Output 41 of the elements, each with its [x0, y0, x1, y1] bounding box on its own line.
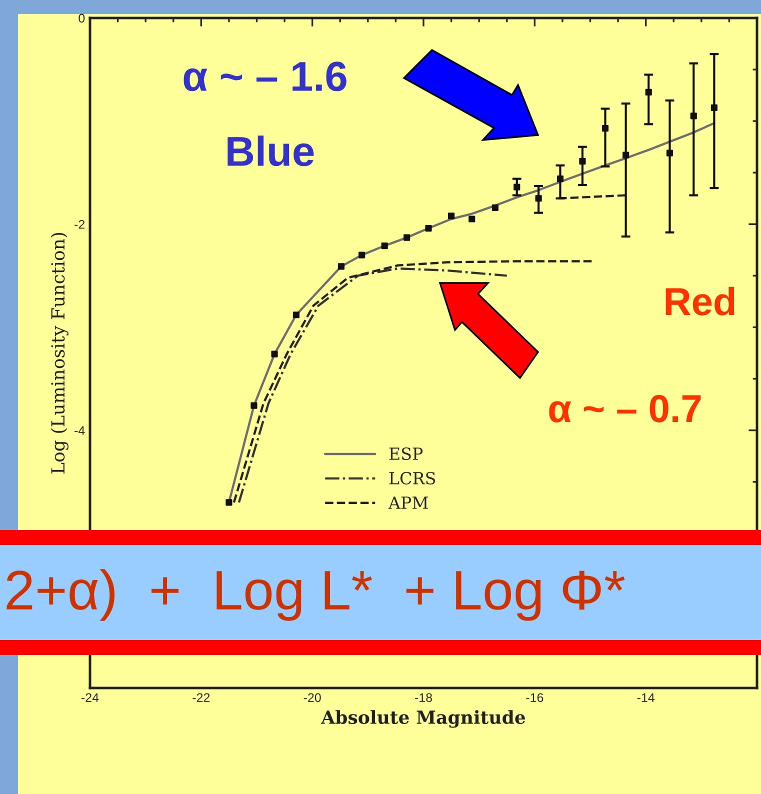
annotation: Red [666, 286, 734, 316]
y-axis-title: Log (Luminosity Function) [50, 232, 68, 474]
annotation: α ~ – 0.7 [549, 394, 701, 422]
x-tick-label: -20 [304, 693, 321, 702]
point [645, 88, 652, 96]
point [292, 312, 300, 318]
point [338, 263, 345, 270]
point [535, 195, 542, 202]
annotation: α ~ – 1.6 [184, 62, 346, 92]
legend-label: LCRS [389, 472, 436, 485]
point [579, 158, 586, 165]
point [514, 184, 520, 190]
x-tick-label: -18 [415, 693, 432, 702]
x-tick-label: -16 [526, 693, 544, 702]
x-tick-label: -22 [192, 693, 210, 702]
point [710, 104, 718, 111]
point [468, 216, 476, 222]
annotation: Blue [228, 136, 314, 166]
point [226, 499, 232, 506]
point [602, 125, 609, 132]
point [622, 152, 630, 158]
x-axis-title: Absolute Magnitude [320, 710, 526, 728]
legend-label: ESP [389, 447, 423, 460]
x-tick-label: -14 [637, 693, 654, 702]
y-tick-label: -4 [74, 426, 85, 435]
point [666, 150, 674, 156]
point [271, 350, 278, 358]
x-tick-label: -24 [82, 693, 99, 702]
point [404, 234, 410, 241]
y-tick-label: -2 [74, 220, 85, 229]
point [250, 402, 258, 409]
y-tick-label: 0 [78, 14, 85, 23]
point [690, 112, 697, 120]
point [425, 224, 432, 232]
legend-label: APM [388, 496, 428, 509]
point [556, 176, 564, 182]
point [492, 204, 498, 211]
annotation: 2+α) + Log L* + Log Φ* [6, 569, 625, 621]
point [358, 252, 366, 258]
point [448, 212, 455, 220]
point [381, 242, 388, 250]
